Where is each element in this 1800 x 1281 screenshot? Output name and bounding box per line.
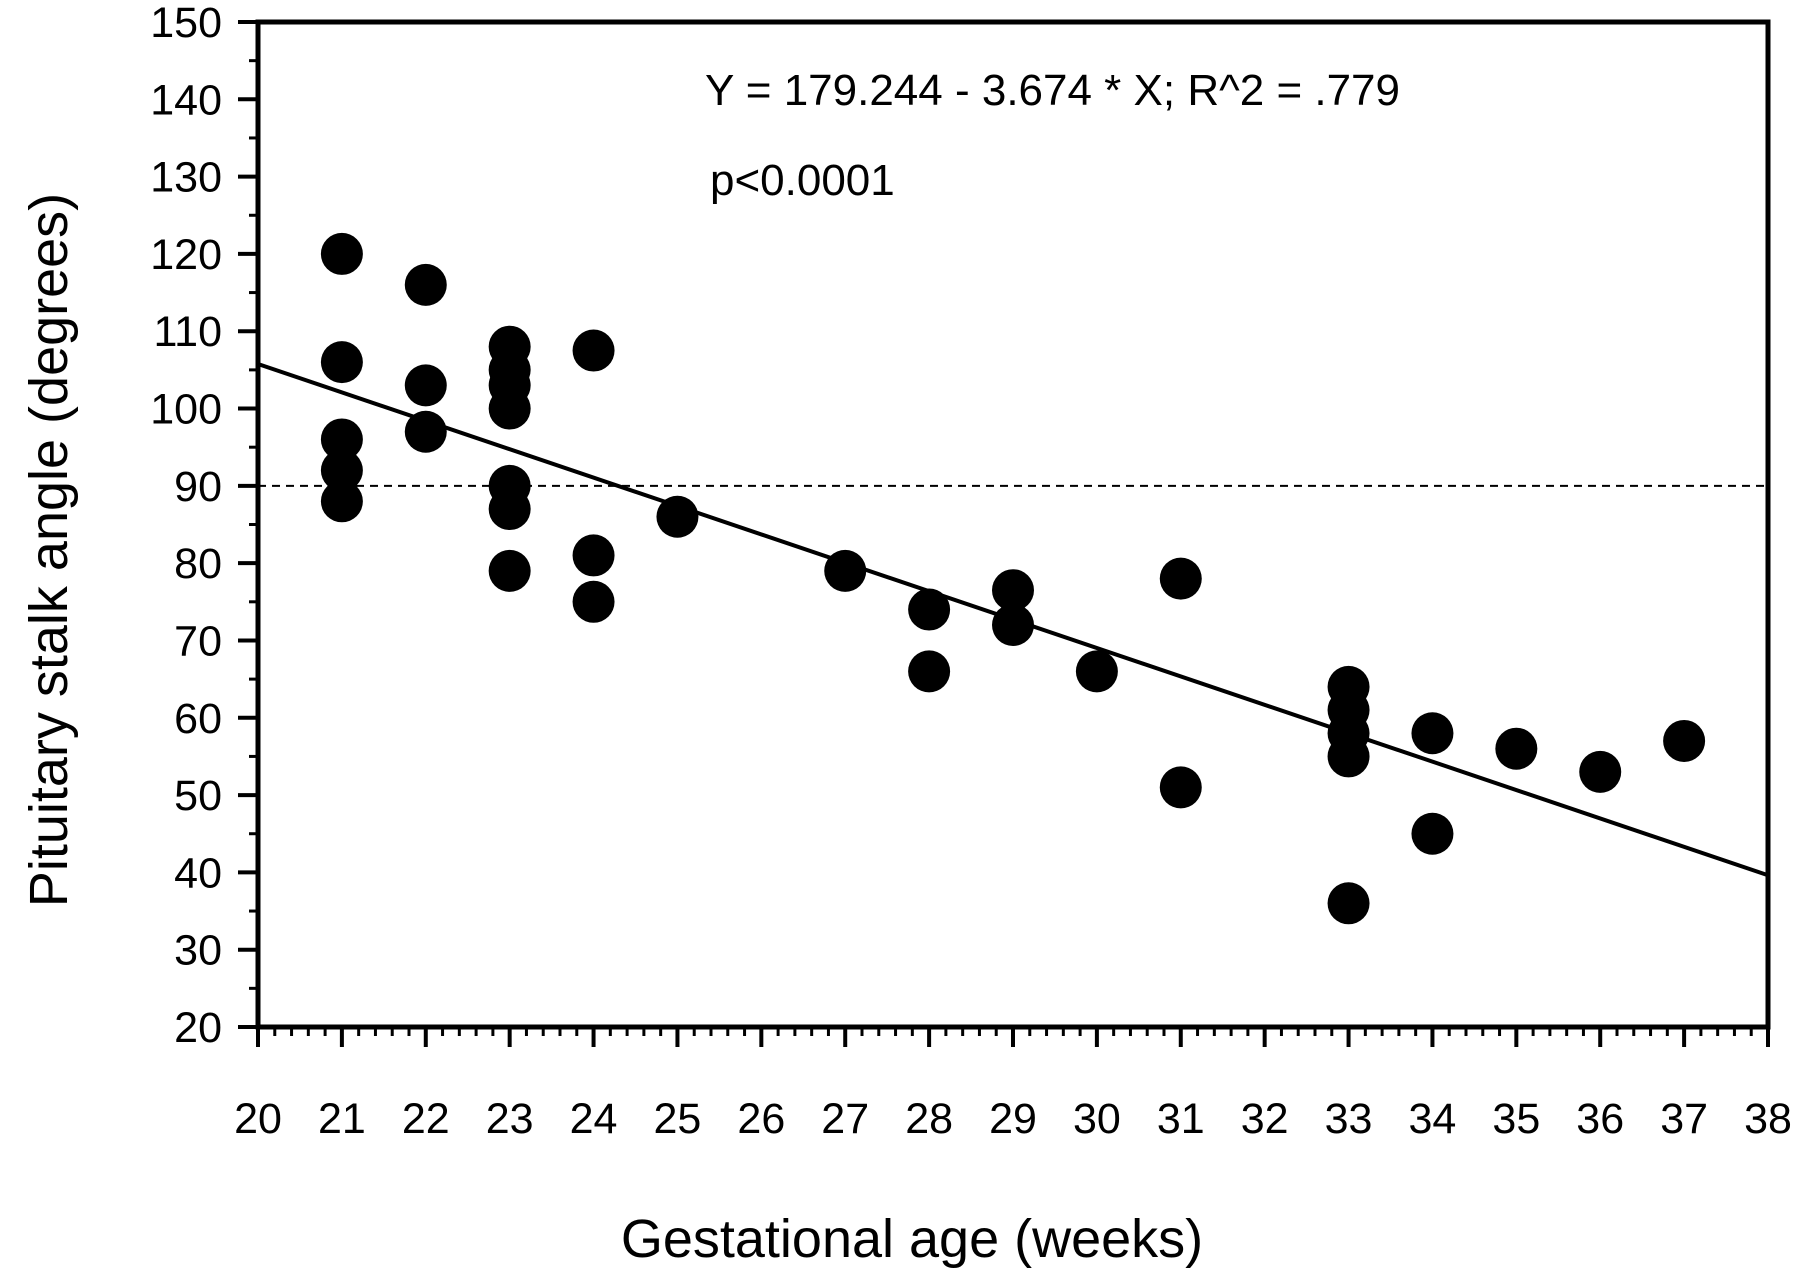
data-point	[1327, 882, 1370, 925]
data-point	[320, 418, 363, 461]
x-tick-label: 24	[570, 1095, 618, 1143]
data-point	[1411, 712, 1454, 755]
data-point	[908, 588, 951, 631]
data-point	[992, 569, 1034, 612]
x-tick-label: 37	[1660, 1095, 1708, 1143]
data-point	[320, 232, 363, 275]
p-value-annotation: p<0.0001	[710, 156, 895, 205]
y-tick-label: 30	[174, 927, 222, 975]
data-point	[320, 341, 363, 384]
data-point	[1579, 750, 1622, 793]
y-tick-label: 70	[174, 617, 222, 665]
data-point	[572, 534, 615, 577]
y-axis: 20 30 40 50 60 70 80 90 100 110 120 130 140 150	[150, 0, 258, 1052]
x-tick-label: 34	[1409, 1095, 1457, 1143]
data-point	[404, 410, 447, 453]
data-point	[992, 604, 1034, 646]
data-point	[1159, 766, 1202, 809]
data-point	[656, 495, 699, 538]
data-point	[824, 549, 867, 592]
data-point	[908, 650, 951, 693]
data-point	[1075, 650, 1118, 693]
data-point	[488, 488, 531, 531]
data-point	[572, 329, 615, 372]
data-point	[572, 580, 615, 623]
data-point	[404, 364, 447, 407]
y-tick-label: 110	[153, 308, 222, 356]
x-tick-label: 31	[1157, 1095, 1205, 1143]
y-tick-label: 40	[174, 849, 222, 897]
data-point	[1495, 727, 1538, 770]
x-tick-label: 22	[402, 1095, 450, 1143]
x-tick-label: 21	[318, 1095, 366, 1143]
x-tick-label: 30	[1073, 1095, 1121, 1143]
y-tick-label: 150	[150, 0, 222, 47]
y-tick-label: 60	[174, 695, 222, 743]
data-point	[1663, 719, 1706, 762]
x-tick-label: 29	[989, 1095, 1037, 1143]
data-point	[1159, 557, 1202, 600]
y-axis-title: Pituitary stalk angle (degrees)	[19, 193, 79, 907]
data-points	[320, 232, 1706, 925]
y-tick-label: 100	[150, 386, 222, 434]
data-point	[1411, 812, 1454, 855]
x-tick-label: 38	[1744, 1095, 1792, 1143]
y-tick-label: 50	[174, 772, 222, 820]
x-axis: 20 21 22 23 24 25 26 27 28 29 30 31 32 33 34 35 36 37 38	[234, 1027, 1792, 1143]
x-tick-label: 33	[1325, 1095, 1373, 1143]
plot-area	[255, 19, 1771, 1030]
y-tick-label: 80	[174, 540, 222, 588]
x-tick-label: 28	[905, 1095, 953, 1143]
y-tick-label: 90	[174, 463, 222, 511]
data-point	[1327, 735, 1370, 778]
y-tick-label: 20	[174, 1004, 222, 1052]
y-tick-label: 140	[150, 76, 222, 124]
x-tick-label: 32	[1241, 1095, 1289, 1143]
data-point	[320, 480, 363, 523]
x-tick-label: 36	[1576, 1095, 1624, 1143]
x-tick-label: 25	[654, 1095, 702, 1143]
y-tick-label: 120	[150, 231, 222, 279]
data-point	[320, 449, 363, 492]
x-tick-label: 26	[737, 1095, 785, 1143]
equation-annotation: Y = 179.244 - 3.674 * X; R^2 = .779	[705, 66, 1400, 115]
x-tick-label: 20	[234, 1095, 282, 1143]
data-point	[404, 263, 447, 306]
plot-frame	[255, 19, 1771, 1030]
x-axis-title: Gestational age (weeks)	[621, 1209, 1203, 1269]
x-tick-label: 23	[486, 1095, 534, 1143]
x-tick-label: 27	[821, 1095, 869, 1143]
x-tick-label: 35	[1492, 1095, 1540, 1143]
data-point	[488, 549, 531, 592]
data-point	[488, 387, 531, 430]
y-tick-label: 130	[150, 154, 222, 202]
